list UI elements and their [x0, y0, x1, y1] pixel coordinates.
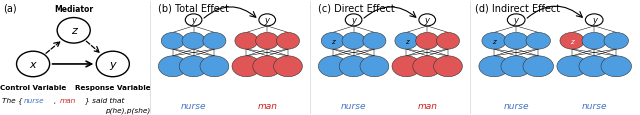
Text: z: z [71, 26, 77, 36]
Circle shape [479, 56, 509, 77]
Circle shape [186, 15, 202, 27]
Circle shape [232, 56, 261, 77]
Text: x: x [30, 59, 36, 69]
Circle shape [339, 56, 368, 77]
Circle shape [319, 56, 347, 77]
Circle shape [416, 33, 439, 50]
Text: y: y [514, 16, 518, 25]
Circle shape [392, 56, 421, 77]
Text: Mediator: Mediator [54, 5, 93, 14]
Circle shape [200, 56, 229, 77]
Circle shape [434, 56, 463, 77]
Text: z: z [492, 38, 496, 44]
Circle shape [342, 33, 365, 50]
Circle shape [501, 56, 531, 77]
Circle shape [395, 33, 418, 50]
Circle shape [321, 33, 344, 50]
Circle shape [508, 15, 525, 27]
Text: nurse: nurse [504, 101, 529, 110]
Circle shape [436, 33, 460, 50]
Text: Control Variable: Control Variable [0, 84, 66, 90]
Circle shape [182, 33, 205, 50]
Circle shape [419, 15, 435, 27]
Text: nurse: nurse [341, 101, 366, 110]
Text: z: z [570, 38, 574, 44]
Circle shape [259, 15, 275, 27]
Circle shape [601, 56, 632, 77]
Circle shape [360, 56, 388, 77]
Circle shape [413, 56, 442, 77]
Text: z: z [331, 38, 335, 44]
Circle shape [586, 15, 603, 27]
Text: (d) Indirect Effect: (d) Indirect Effect [476, 3, 561, 13]
Text: The {: The { [1, 97, 22, 104]
Text: nurse: nurse [181, 101, 206, 110]
Circle shape [255, 33, 279, 50]
Circle shape [604, 33, 628, 50]
Circle shape [203, 33, 226, 50]
Circle shape [346, 15, 362, 27]
Text: y: y [592, 16, 596, 25]
Circle shape [57, 18, 90, 44]
Circle shape [17, 52, 50, 77]
Circle shape [158, 56, 187, 77]
Text: nurse: nurse [582, 101, 607, 110]
Circle shape [253, 56, 282, 77]
Text: y: y [351, 16, 356, 25]
Text: ,: , [54, 98, 56, 104]
Circle shape [582, 33, 607, 50]
Circle shape [363, 33, 386, 50]
Text: z: z [404, 38, 408, 44]
Text: nurse: nurse [23, 98, 44, 104]
Text: p(he),p(she): p(he),p(she) [105, 106, 150, 113]
Text: y: y [191, 16, 196, 25]
Text: man: man [257, 101, 277, 110]
Circle shape [579, 56, 609, 77]
Circle shape [96, 52, 129, 77]
Text: (b) Total Effect: (b) Total Effect [158, 3, 229, 13]
Circle shape [276, 33, 300, 50]
Circle shape [557, 56, 588, 77]
Text: (c) Direct Effect: (c) Direct Effect [319, 3, 395, 13]
Text: man: man [417, 101, 437, 110]
Circle shape [526, 33, 550, 50]
Text: man: man [60, 98, 76, 104]
Circle shape [560, 33, 584, 50]
Circle shape [235, 33, 258, 50]
Circle shape [523, 56, 554, 77]
Text: y: y [425, 16, 429, 25]
Text: y: y [265, 16, 269, 25]
Circle shape [161, 33, 184, 50]
Text: } said that: } said that [85, 97, 124, 104]
Circle shape [482, 33, 506, 50]
Text: y: y [109, 59, 116, 69]
Text: Response Variable: Response Variable [75, 84, 150, 90]
Circle shape [274, 56, 302, 77]
Text: (a): (a) [3, 3, 17, 13]
Circle shape [504, 33, 529, 50]
Circle shape [179, 56, 208, 77]
